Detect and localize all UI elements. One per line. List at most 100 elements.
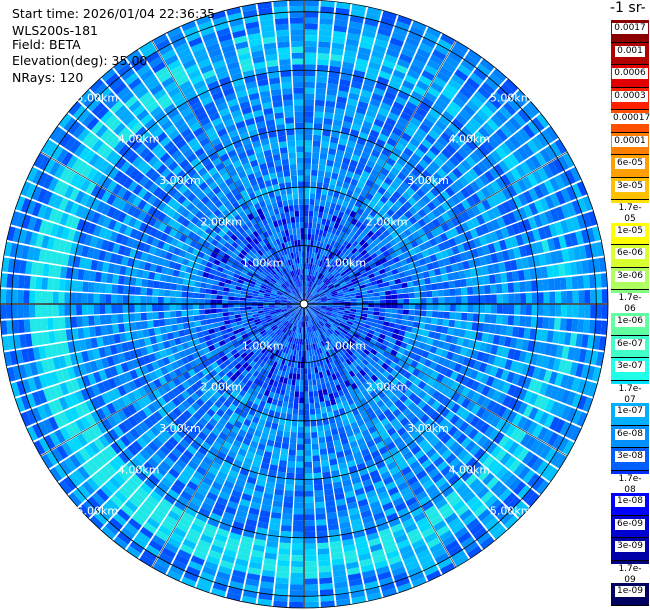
ray-gate-cell <box>382 229 391 238</box>
ray-gate-cell <box>445 265 453 274</box>
ray-gate-cell <box>352 205 360 213</box>
ray-gate-cell <box>290 578 304 585</box>
ray-gate-cell <box>187 406 197 416</box>
ray-gate-cell <box>141 320 149 330</box>
ray-gate-cell <box>366 109 377 119</box>
ray-gate-cell <box>386 137 398 147</box>
ray-gate-cell <box>403 200 413 210</box>
ray-gate-cell <box>266 318 273 323</box>
ray-gate-cell <box>105 445 118 458</box>
ray-gate-cell <box>309 302 316 304</box>
ray-gate-cell <box>316 279 322 286</box>
ray-gate-cell <box>390 349 398 357</box>
ray-gate-cell <box>346 189 354 198</box>
ray-gate-cell <box>331 385 338 393</box>
ray-gate-cell <box>425 407 436 418</box>
ray-gate-cell <box>310 257 314 264</box>
ray-gate-cell <box>321 412 328 420</box>
ray-gate-cell <box>399 205 408 214</box>
ray-gate-cell <box>390 204 399 213</box>
ray-gate-cell <box>320 346 326 354</box>
ray-gate-cell <box>355 379 363 388</box>
ray-gate-cell <box>311 276 315 283</box>
ray-gate-cell <box>279 536 292 544</box>
ray-gate-cell <box>336 236 342 244</box>
ray-gate-cell <box>457 130 469 143</box>
ray-gate-cell <box>381 204 390 213</box>
ray-gate-cell <box>507 397 518 410</box>
ray-gate-cell <box>269 359 275 367</box>
ray-gate-cell <box>450 227 459 237</box>
ray-gate-cell <box>565 276 573 290</box>
ray-gate-cell <box>278 418 286 426</box>
ray-gate-cell <box>283 334 288 341</box>
ray-gate-cell <box>149 371 158 381</box>
ray-gate-cell <box>541 355 550 369</box>
ray-gate-cell <box>435 498 448 510</box>
ray-gate-cell <box>159 326 167 334</box>
ray-gate-cell <box>366 332 374 339</box>
ray-gate-cell <box>349 328 357 334</box>
ray-gate-cell <box>484 285 491 294</box>
ray-gate-cell <box>341 126 351 135</box>
ray-gate-cell <box>339 382 347 390</box>
ray-gate-cell <box>103 345 112 357</box>
ray-gate-cell <box>86 477 100 492</box>
ray-gate-cell <box>123 276 131 286</box>
ray-gate-cell <box>58 304 65 317</box>
ray-gate-cell <box>481 438 493 451</box>
ray-gate-cell <box>148 271 156 280</box>
ray-gate-cell <box>226 592 242 602</box>
ray-gate-cell <box>92 371 102 383</box>
ray-gate-cell <box>280 305 287 308</box>
ray-gate-cell <box>266 396 273 404</box>
ray-gate-cell <box>478 468 491 482</box>
ray-gate-cell <box>344 306 351 309</box>
ray-gate-cell <box>380 128 392 138</box>
ray-gate-cell <box>549 386 560 400</box>
ray-gate-cell <box>304 35 318 42</box>
ray-gate-cell <box>430 411 440 421</box>
ray-gate-cell <box>316 181 323 189</box>
ray-gate-cell <box>478 235 488 246</box>
ray-gate-cell <box>266 415 274 423</box>
ray-gate-cell <box>315 99 325 107</box>
ray-gate-cell <box>341 473 351 482</box>
ray-gate-cell <box>359 558 373 567</box>
ray-gate-cell <box>388 517 401 528</box>
ray-gate-cell <box>336 420 344 429</box>
ray-gate-cell <box>30 261 39 276</box>
ray-gate-cell <box>354 487 365 496</box>
ray-gate-cell <box>321 135 330 143</box>
ray-gate-cell <box>323 315 330 320</box>
ray-gate-cell <box>112 324 120 334</box>
ray-gate-cell <box>286 306 293 309</box>
ray-gate-cell <box>112 513 127 527</box>
ray-gate-cell <box>462 338 470 348</box>
ray-gate-cell <box>358 239 366 246</box>
ray-gate-cell <box>287 316 293 322</box>
ray-gate-cell <box>571 318 579 332</box>
ray-gate-cell <box>309 306 315 310</box>
ray-gate-cell <box>214 501 226 512</box>
ray-gate-cell <box>376 76 390 86</box>
ray-gate-cell <box>296 320 300 327</box>
ray-gate-cell <box>283 395 290 403</box>
ray-gate-cell <box>321 301 328 304</box>
ray-gate-cell <box>324 429 332 437</box>
ray-gate-cell <box>304 537 316 544</box>
ray-gate-cell <box>340 437 349 446</box>
ray-gate-cell <box>142 329 150 338</box>
ray-gate-cell <box>219 560 234 570</box>
ray-gate-cell <box>105 521 120 536</box>
ray-gate-cell <box>351 257 359 264</box>
ray-gate-cell <box>544 343 553 356</box>
ray-gate-cell <box>142 384 152 395</box>
ray-gate-cell <box>304 175 311 182</box>
ray-gate-cell <box>230 322 238 328</box>
ray-gate-cell <box>490 180 502 193</box>
ray-gate-cell <box>378 316 385 321</box>
ray-gate-cell <box>294 490 304 497</box>
ray-gate-cell <box>326 88 338 97</box>
ray-gate-cell <box>324 494 335 502</box>
